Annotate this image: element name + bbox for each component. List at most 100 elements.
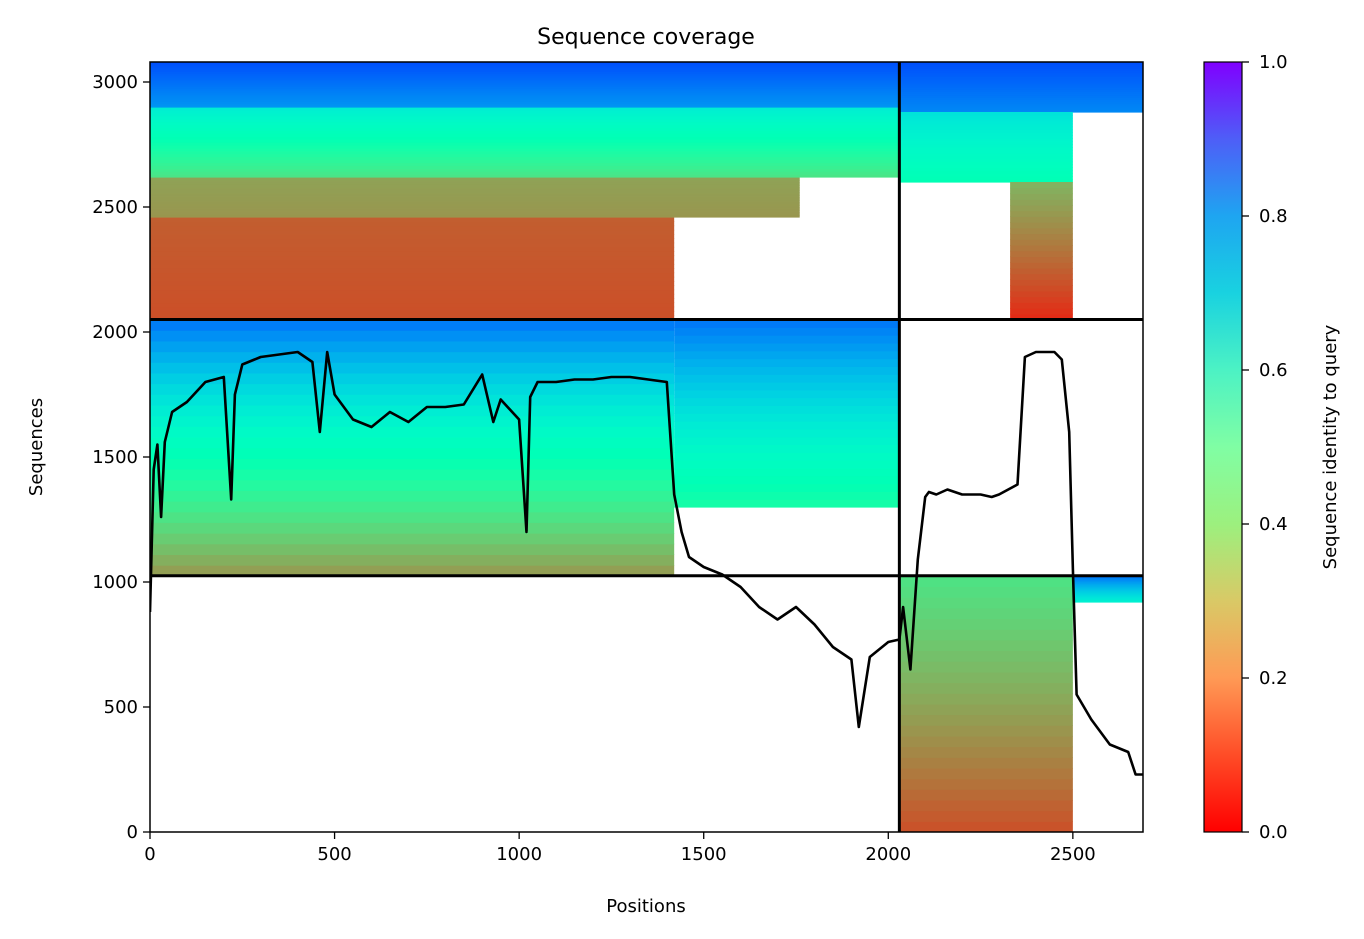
coverage-band bbox=[899, 101, 1143, 105]
x-axis-label: Positions bbox=[606, 896, 685, 917]
coverage-band bbox=[1072, 586, 1143, 589]
colorbar-tick-label: 0.0 bbox=[1259, 822, 1288, 843]
coverage-band bbox=[150, 554, 675, 566]
coverage-band bbox=[150, 202, 800, 205]
coverage-band bbox=[674, 342, 900, 352]
coverage-band bbox=[899, 103, 1143, 107]
coverage-band bbox=[899, 138, 1073, 142]
coverage-band bbox=[150, 193, 800, 196]
coverage-band bbox=[899, 62, 1143, 65]
coverage-block bbox=[150, 62, 900, 108]
coverage-band bbox=[150, 298, 675, 304]
coverage-band bbox=[150, 84, 900, 87]
coverage-band bbox=[150, 255, 675, 261]
coverage-band bbox=[1072, 584, 1143, 587]
coverage-band bbox=[150, 75, 900, 78]
coverage-band bbox=[150, 208, 800, 211]
coverage-band bbox=[1010, 239, 1073, 246]
coverage-block bbox=[899, 62, 1143, 113]
coverage-band bbox=[150, 426, 675, 438]
colorbar-tick-label: 0.4 bbox=[1259, 514, 1288, 535]
coverage-band bbox=[674, 491, 900, 500]
coverage-band bbox=[1010, 256, 1073, 263]
coverage-band bbox=[150, 71, 900, 74]
coverage-band bbox=[674, 382, 900, 391]
coverage-band bbox=[150, 90, 900, 93]
coverage-band bbox=[674, 374, 900, 383]
coverage-band bbox=[150, 203, 800, 206]
coverage-band bbox=[899, 72, 1143, 76]
coverage-band bbox=[150, 97, 900, 101]
y-axis-label: Sequences bbox=[26, 398, 47, 496]
coverage-band bbox=[674, 428, 900, 438]
coverage-band bbox=[1072, 576, 1143, 579]
coverage-band bbox=[150, 88, 900, 91]
coverage-band bbox=[899, 757, 1073, 769]
coverage-band bbox=[150, 174, 900, 178]
coverage-band bbox=[150, 92, 900, 95]
coverage-band bbox=[150, 188, 800, 191]
coverage-band bbox=[150, 229, 675, 235]
coverage-band bbox=[899, 74, 1143, 78]
coverage-band bbox=[150, 272, 675, 278]
coverage-band bbox=[899, 639, 1073, 652]
coverage-band bbox=[899, 107, 1143, 111]
coverage-band bbox=[674, 350, 900, 360]
coverage-band bbox=[150, 178, 800, 181]
coverage-band bbox=[899, 821, 1073, 832]
colorbar-ticks: 0.0 0.2 0.4 0.6 0.8 1.0 bbox=[1242, 52, 1288, 843]
coverage-band bbox=[899, 703, 1073, 716]
coverage-band bbox=[1072, 583, 1143, 586]
coverage-band bbox=[899, 109, 1143, 113]
coverage-band bbox=[150, 67, 900, 71]
coverage-band bbox=[899, 682, 1073, 694]
coverage-band bbox=[1072, 592, 1143, 594]
coverage-band bbox=[150, 65, 900, 69]
coverage-band bbox=[150, 185, 800, 188]
coverage-block bbox=[150, 107, 900, 178]
coverage-band bbox=[899, 82, 1143, 86]
coverage-band bbox=[150, 234, 675, 239]
coverage-band bbox=[899, 158, 1073, 163]
coverage-band bbox=[150, 62, 900, 65]
coverage-band bbox=[1010, 222, 1073, 229]
coverage-band bbox=[1072, 580, 1143, 582]
coverage-band bbox=[1010, 245, 1073, 252]
coverage-band bbox=[899, 671, 1073, 684]
coverage-band bbox=[150, 150, 900, 155]
coverage-band bbox=[674, 319, 900, 328]
coverage-band bbox=[150, 543, 675, 555]
coverage-band bbox=[899, 575, 1073, 588]
coverage-line bbox=[150, 350, 1143, 776]
coverage-band bbox=[150, 213, 800, 216]
coverage-band bbox=[899, 80, 1143, 84]
colorbar-tick-label: 1.0 bbox=[1259, 52, 1288, 73]
coverage-band bbox=[1072, 589, 1143, 592]
coverage-band bbox=[150, 78, 900, 82]
coverage-band bbox=[674, 444, 900, 453]
x-tick-label: 1500 bbox=[681, 844, 727, 865]
coverage-band bbox=[150, 246, 675, 252]
coverage-band bbox=[150, 177, 800, 180]
y-tick-label: 2000 bbox=[92, 322, 138, 343]
coverage-band bbox=[150, 112, 900, 117]
coverage-band bbox=[674, 413, 900, 422]
coverage-band bbox=[150, 171, 900, 175]
coverage-band bbox=[674, 436, 900, 446]
coverage-band bbox=[899, 155, 1073, 160]
coverage-band bbox=[1010, 302, 1073, 309]
coverage-band bbox=[150, 215, 800, 218]
coverage-band bbox=[899, 149, 1073, 154]
coverage-band bbox=[150, 115, 900, 120]
coverage-band bbox=[674, 483, 900, 492]
coverage-band bbox=[150, 136, 900, 140]
coverage-band bbox=[1072, 582, 1143, 585]
coverage-band bbox=[899, 76, 1143, 80]
coverage-band bbox=[1010, 262, 1073, 269]
coverage-band bbox=[150, 285, 675, 291]
coverage-band bbox=[1072, 591, 1143, 593]
coverage-band bbox=[899, 161, 1073, 166]
x-tick-label: 2000 bbox=[865, 844, 911, 865]
coverage-band bbox=[899, 132, 1073, 136]
coverage-band bbox=[1010, 296, 1073, 303]
